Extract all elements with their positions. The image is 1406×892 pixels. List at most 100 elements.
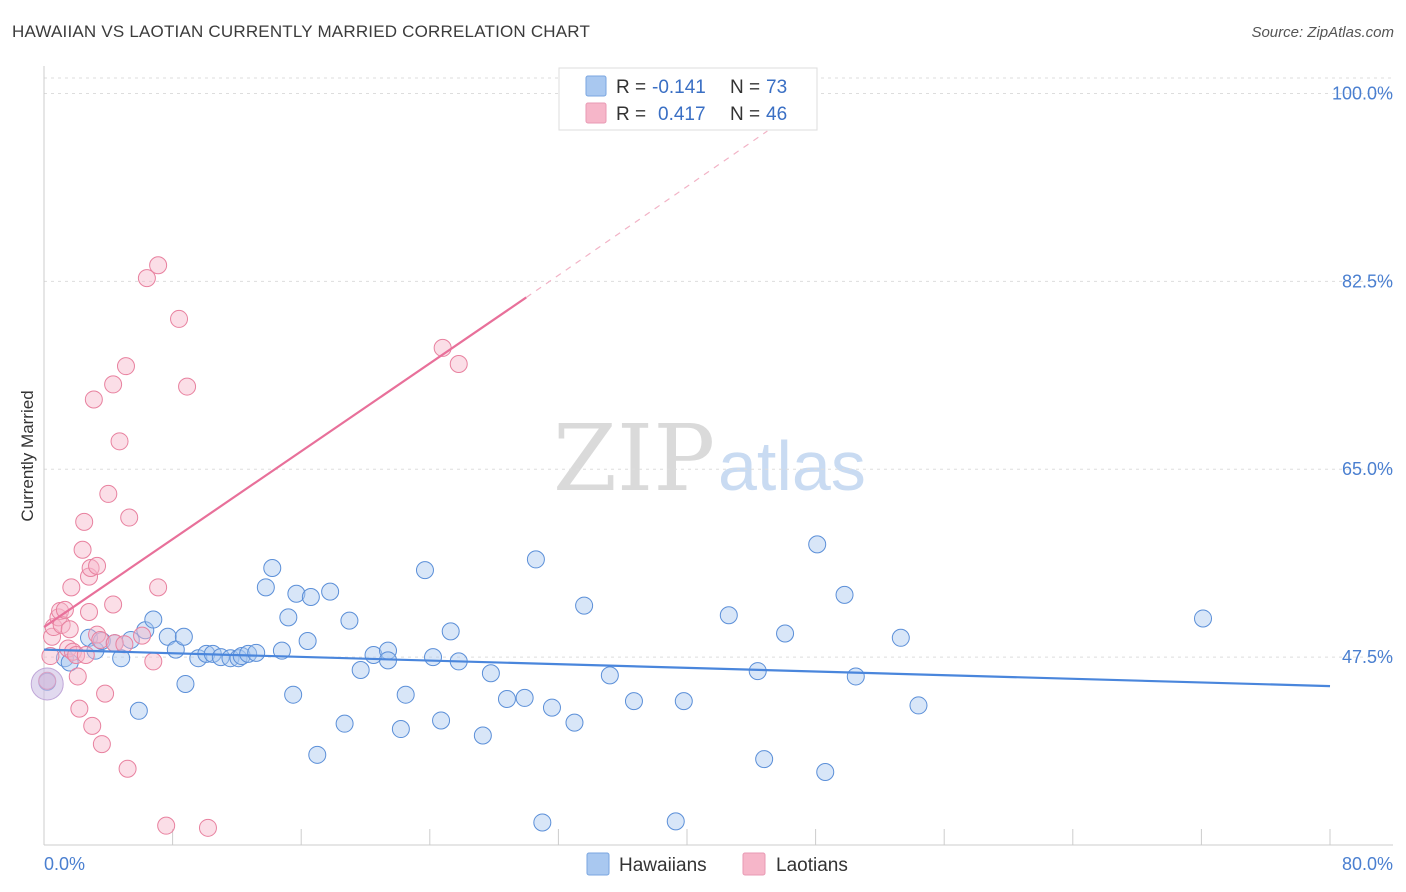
legend-n-value-hawaiians: 73 xyxy=(766,77,787,98)
hawaiians-point-2 xyxy=(60,653,79,672)
hawaiians-point-49 xyxy=(481,664,500,683)
legend-r-value-laotians: 0.417 xyxy=(658,104,706,125)
hawaiians-point-61 xyxy=(719,606,738,625)
bottom-legend-hawaiians: Hawaiians xyxy=(619,855,707,876)
legend-swatch-hawaiians xyxy=(585,75,607,97)
hawaiians-point-28 xyxy=(279,608,298,627)
laotians-point-20 xyxy=(81,559,100,578)
hawaiians-point-60 xyxy=(674,692,693,711)
laotians-point-44 xyxy=(178,377,197,396)
hawaiians-point-68 xyxy=(846,667,865,686)
y-tick-label-2: 82.5% xyxy=(1342,271,1393,291)
laotians-point-27 xyxy=(96,684,115,703)
laotians-point-14 xyxy=(70,699,89,718)
legend-r-label-laotians: R = xyxy=(616,104,646,125)
hawaiians-point-11 xyxy=(144,610,163,629)
laotians-point-18 xyxy=(80,603,99,622)
laotians-trend-line xyxy=(43,296,527,628)
hawaiians-point-7 xyxy=(112,649,131,668)
hawaiians-point-42 xyxy=(396,685,415,704)
laotians-point-26 xyxy=(92,735,111,754)
legend-swatch-laotians xyxy=(585,102,607,124)
laotians-point-22 xyxy=(84,390,103,409)
correlation-legend: R = -0.141 N = 73 R = 0.417 N = 46 xyxy=(558,67,818,131)
hawaiians-point-65 xyxy=(808,535,827,554)
hawaiians-point-45 xyxy=(432,711,451,730)
laotians-point-43 xyxy=(170,309,189,328)
laotians-point-13 xyxy=(68,667,87,686)
hawaiians-point-44 xyxy=(424,648,443,667)
x-tick-min: 0.0% xyxy=(44,854,85,874)
axes: 47.5% 65.0% 82.5% 100.0% xyxy=(43,66,1393,846)
laotians-point-35 xyxy=(118,759,137,778)
hawaiians-point-19 xyxy=(211,648,230,667)
hawaiians-point-30 xyxy=(287,584,306,603)
hawaiians-point-14 xyxy=(174,627,193,646)
hawaiians-point-57 xyxy=(600,666,619,685)
hawaiians-point-64 xyxy=(776,624,795,643)
hawaiians-point-31 xyxy=(298,632,317,651)
bottom-legend-laotians: Laotians xyxy=(776,855,848,876)
laotians-point-37 xyxy=(133,626,152,645)
legend-r-label-hawaiians: R = xyxy=(616,77,646,98)
x-tick-max: 80.0% xyxy=(1342,854,1393,874)
laotians-point-6 xyxy=(52,615,71,634)
hawaiians-point-15 xyxy=(176,674,195,693)
chart-source: Source: ZipAtlas.com xyxy=(1251,24,1394,41)
hawaiians-point-12 xyxy=(158,627,177,646)
hawaiians-point-41 xyxy=(391,720,410,739)
trend-lines xyxy=(43,130,1331,688)
hawaiians-point-50 xyxy=(497,689,516,708)
laotians-point-41 xyxy=(149,256,168,275)
hawaiians-point-9 xyxy=(129,701,148,720)
laotians-trend-extension xyxy=(525,130,768,298)
laotians-point-32 xyxy=(110,432,129,451)
laotians-point-45 xyxy=(198,818,217,837)
hawaiians-point-54 xyxy=(542,698,561,717)
laotians-point-34 xyxy=(116,357,135,376)
legend-n-label-laotians: N = xyxy=(730,104,760,125)
legend-n-label-hawaiians: N = xyxy=(730,77,760,98)
hawaiians-point-25 xyxy=(256,578,275,597)
hawaiians-point-52 xyxy=(526,550,545,569)
laotians-point-30 xyxy=(104,595,123,614)
y-tick-label-3: 100.0% xyxy=(1332,83,1393,103)
hawaiians-point-70 xyxy=(909,696,928,715)
hawaiians-point-51 xyxy=(515,688,534,707)
hawaiians-point-35 xyxy=(335,714,354,733)
hawaiians-point-71 xyxy=(1194,609,1213,628)
hawaiians-point-63 xyxy=(755,750,774,769)
hawaiians-point-26 xyxy=(263,559,282,578)
laotians-point-29 xyxy=(104,375,123,394)
hawaiians-point-48 xyxy=(473,726,492,745)
hawaiians-point-24 xyxy=(247,643,266,662)
laotians-point-36 xyxy=(120,508,139,527)
laotians-point-16 xyxy=(75,512,94,531)
overlap-point-large xyxy=(30,667,64,701)
watermark-zip: ZIP xyxy=(553,405,715,512)
hawaiians-point-29 xyxy=(284,685,303,704)
hawaiians-point-58 xyxy=(624,692,643,711)
laotians-point-24 xyxy=(88,625,107,644)
bottom-legend-swatch-hawaiians xyxy=(586,852,610,876)
y-axis-label: Currently Married xyxy=(18,390,37,521)
hawaiians-point-56 xyxy=(575,596,594,615)
laotians-point-23 xyxy=(88,556,107,575)
laotians-point-42 xyxy=(157,816,176,835)
laotians-point-15 xyxy=(73,540,92,559)
series-legend: Hawaiians Laotians xyxy=(586,852,848,876)
laotians-point-33 xyxy=(115,635,134,654)
hawaiians-point-53 xyxy=(533,813,552,832)
chart-title: HAWAIIAN VS LAOTIAN CURRENTLY MARRIED CO… xyxy=(12,22,591,41)
laotians-point-38 xyxy=(137,269,156,288)
hawaiians-point-59 xyxy=(666,812,685,831)
legend-r-value-hawaiians: -0.141 xyxy=(652,77,706,98)
watermark-atlas: atlas xyxy=(718,427,866,505)
laotians-point-7 xyxy=(55,600,74,619)
laotians-point-10 xyxy=(62,578,81,597)
laotians-point-25 xyxy=(91,630,110,649)
hawaiians-point-34 xyxy=(321,582,340,601)
laotians-point-39 xyxy=(144,652,163,671)
laotians-point-47 xyxy=(449,355,468,374)
